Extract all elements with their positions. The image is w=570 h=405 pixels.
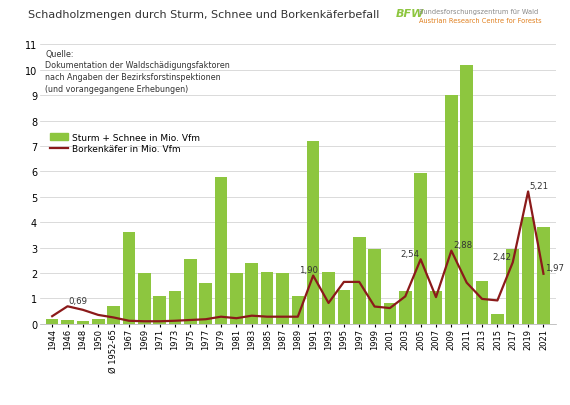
Text: BFW: BFW bbox=[396, 9, 425, 19]
Bar bbox=[276, 273, 289, 324]
Bar bbox=[522, 217, 535, 324]
Text: 2,42: 2,42 bbox=[492, 252, 511, 261]
Bar bbox=[445, 96, 458, 324]
Text: Bundesforschungszentrum für Wald: Bundesforschungszentrum für Wald bbox=[419, 9, 538, 15]
Text: 2,88: 2,88 bbox=[453, 240, 472, 249]
Text: 2,54: 2,54 bbox=[400, 249, 419, 258]
Bar bbox=[138, 273, 150, 324]
Bar bbox=[491, 314, 504, 324]
Bar bbox=[46, 319, 59, 324]
Bar bbox=[384, 304, 396, 324]
Text: Austrian Research Centre for Forests: Austrian Research Centre for Forests bbox=[419, 18, 542, 24]
Bar bbox=[107, 306, 120, 324]
Bar bbox=[92, 319, 104, 324]
Bar bbox=[291, 296, 304, 324]
Bar bbox=[461, 66, 473, 324]
Legend: Sturm + Schnee in Mio. Vfm, Borkenkäfer in Mio. Vfm: Sturm + Schnee in Mio. Vfm, Borkenkäfer … bbox=[50, 134, 200, 154]
Text: 5,21: 5,21 bbox=[530, 181, 549, 190]
Text: Schadholzmengen durch Sturm, Schnee und Borkenkäferbefall: Schadholzmengen durch Sturm, Schnee und … bbox=[28, 10, 380, 20]
Bar bbox=[430, 291, 442, 324]
Bar bbox=[230, 273, 243, 324]
Bar bbox=[414, 173, 427, 324]
Text: Quelle:
Dokumentation der Waldschädigungsfaktoren
nach Angaben der Bezirksforsti: Quelle: Dokumentation der Waldschädigung… bbox=[45, 49, 230, 94]
Bar bbox=[307, 142, 319, 324]
Bar bbox=[337, 290, 350, 324]
Bar bbox=[507, 249, 519, 324]
Text: 1,90: 1,90 bbox=[299, 265, 319, 274]
Bar bbox=[368, 249, 381, 324]
Bar bbox=[537, 228, 549, 324]
Bar bbox=[261, 272, 274, 324]
Bar bbox=[76, 322, 89, 324]
Bar bbox=[215, 177, 227, 324]
Bar bbox=[184, 260, 197, 324]
Bar bbox=[123, 233, 135, 324]
Bar bbox=[399, 291, 412, 324]
Bar bbox=[476, 281, 488, 324]
Bar bbox=[353, 238, 365, 324]
Bar bbox=[169, 291, 181, 324]
Bar bbox=[200, 284, 212, 324]
Bar bbox=[322, 272, 335, 324]
Bar bbox=[61, 320, 74, 324]
Text: 1,97: 1,97 bbox=[545, 263, 564, 272]
Text: 0,69: 0,69 bbox=[68, 296, 87, 305]
Bar bbox=[153, 296, 166, 324]
Bar bbox=[246, 263, 258, 324]
